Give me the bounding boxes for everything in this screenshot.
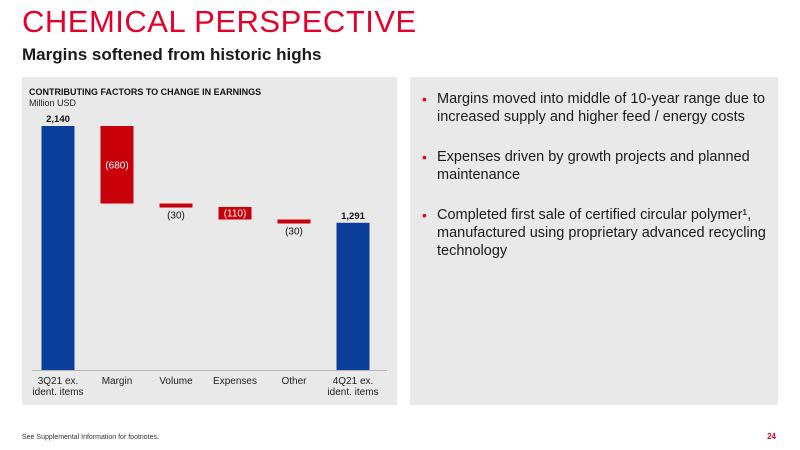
category-label-line: 3Q21 ex. <box>38 376 79 387</box>
bar-value-label: (30) <box>285 226 303 237</box>
category-label-line: Other <box>281 376 307 387</box>
bullet-item: • Margins moved into middle of 10-year r… <box>422 90 774 126</box>
page-subtitle: Margins softened from historic highs <box>22 45 322 64</box>
bullet-marker: • <box>422 149 427 165</box>
chart-bar <box>159 203 193 208</box>
chart-bar <box>41 126 75 370</box>
bullet-item: • Completed first sale of certified circ… <box>422 206 774 260</box>
chart-bar <box>277 219 311 224</box>
chart-units-label: Million USD <box>29 98 77 108</box>
category-label: 4Q21 ex. ident. items <box>327 376 378 398</box>
earnings-chart-panel: CONTRIBUTING FACTORS TO CHANGE IN EARNIN… <box>22 77 397 405</box>
bar-value-label: (110) <box>224 209 247 220</box>
bar-value-label: 1,291 <box>341 211 365 222</box>
category-label: 3Q21 ex. ident. items <box>32 376 83 398</box>
bullet-item: • Expenses driven by growth projects and… <box>422 148 774 184</box>
category-label-line: Volume <box>159 376 193 387</box>
category-label: Margin <box>102 376 133 387</box>
category-label-line: ident. items <box>327 387 378 398</box>
category-label: Expenses <box>213 376 257 387</box>
category-label: Other <box>281 376 307 387</box>
page-number: 24 <box>767 432 776 441</box>
category-label-line: Margin <box>102 376 133 387</box>
bullet-marker: • <box>422 207 427 223</box>
bullet-text: Margins moved into middle of 10-year ran… <box>437 91 766 125</box>
bullet-text: Completed first sale of certified circul… <box>437 207 766 259</box>
commentary-panel: • Margins moved into middle of 10-year r… <box>410 77 778 405</box>
chart-bar <box>100 126 134 204</box>
category-label-line: ident. items <box>32 387 83 398</box>
bullet-list: • Margins moved into middle of 10-year r… <box>422 90 774 282</box>
footnote: See Supplemental Information for footnot… <box>22 434 159 441</box>
category-label-line: 4Q21 ex. <box>333 376 374 387</box>
bar-value-label: 2,140 <box>46 114 70 125</box>
category-label-line: Expenses <box>213 376 257 387</box>
page-title: CHEMICAL PERSPECTIVE <box>22 4 417 39</box>
bullet-marker: • <box>422 91 427 107</box>
bar-value-label: (30) <box>167 211 185 222</box>
category-label: Volume <box>159 376 193 387</box>
bar-value-label: (680) <box>105 160 128 171</box>
bullet-text: Expenses driven by growth projects and p… <box>437 149 750 183</box>
chart-bar <box>336 222 370 370</box>
chart-title: CONTRIBUTING FACTORS TO CHANGE IN EARNIN… <box>29 87 262 97</box>
chart-bar <box>218 206 252 220</box>
